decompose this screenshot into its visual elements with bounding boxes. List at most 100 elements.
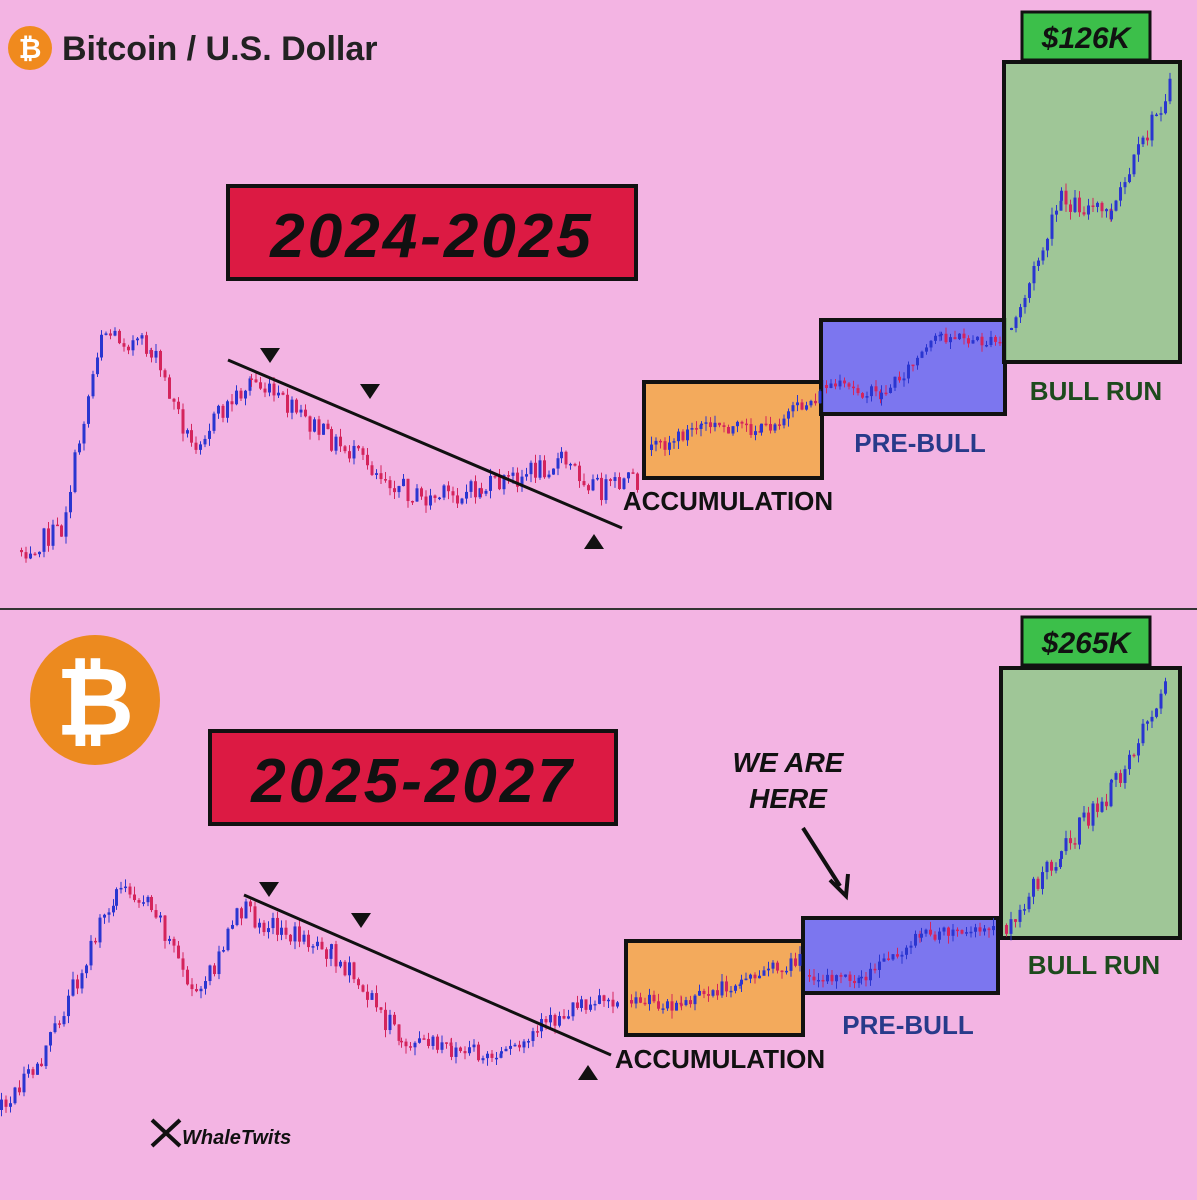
candle: [1050, 214, 1054, 239]
candle: [663, 441, 667, 450]
candle: [636, 473, 639, 490]
candle: [431, 1036, 435, 1046]
candle: [745, 423, 748, 426]
candle: [1091, 803, 1095, 826]
candle: [593, 1003, 597, 1006]
candle: [311, 946, 315, 948]
candle: [891, 954, 895, 960]
candle: [718, 422, 721, 426]
candle: [713, 422, 717, 428]
candle: [445, 1042, 448, 1044]
candle: [411, 501, 414, 503]
period-box: [208, 729, 618, 826]
candle: [42, 528, 46, 552]
candle: [884, 392, 888, 395]
candle: [181, 958, 185, 970]
candle: [929, 929, 932, 935]
candle: [1146, 137, 1149, 141]
candle: [199, 988, 203, 992]
candle: [447, 485, 450, 492]
period-label: 2025-2027: [250, 747, 575, 816]
candle: [1159, 113, 1163, 115]
candle: [122, 343, 126, 347]
candle: [217, 405, 220, 414]
candle: [339, 436, 342, 447]
candle: [627, 472, 630, 479]
candle: [675, 1002, 678, 1011]
trend-line: [227, 358, 623, 530]
candle: [969, 931, 973, 934]
candle: [62, 1016, 66, 1025]
candle: [582, 481, 586, 486]
candle: [648, 994, 651, 1005]
candle: [60, 525, 63, 537]
candle: [787, 411, 790, 419]
candle: [481, 1058, 485, 1061]
candle: [1123, 182, 1127, 188]
candle: [406, 478, 410, 502]
candle: [27, 1069, 30, 1074]
candle: [1014, 317, 1018, 328]
candle: [661, 1008, 665, 1010]
candle: [397, 486, 401, 493]
candle: [290, 399, 294, 413]
candle: [489, 475, 492, 491]
candle: [433, 495, 437, 499]
candle: [107, 912, 111, 915]
candle: [334, 436, 338, 451]
candle: [495, 1057, 498, 1060]
candle: [393, 488, 396, 493]
period-label: 2024-2025: [269, 202, 594, 271]
candle: [738, 984, 742, 986]
candle: [994, 336, 997, 342]
candle: [69, 491, 72, 513]
candle: [240, 908, 243, 919]
candle: [571, 1002, 575, 1017]
candle: [1041, 872, 1044, 889]
candle: [616, 1002, 619, 1007]
candle: [1110, 779, 1113, 783]
candle: [272, 383, 276, 396]
candle: [1164, 101, 1167, 114]
candle: [902, 378, 906, 381]
candle: [989, 336, 993, 345]
candle: [262, 922, 266, 933]
candle: [861, 393, 864, 398]
candle: [693, 995, 697, 1005]
candle: [905, 947, 908, 955]
candle: [613, 477, 617, 481]
candle: [1141, 137, 1145, 145]
candle: [504, 1048, 508, 1052]
candle: [456, 495, 459, 504]
candle: [460, 498, 464, 504]
candle: [366, 991, 369, 1000]
candle: [1164, 681, 1167, 694]
candle: [1100, 801, 1104, 812]
candle: [556, 458, 560, 469]
candle: [564, 451, 568, 465]
candle: [115, 889, 118, 906]
candle: [343, 961, 347, 976]
candle: [978, 927, 982, 932]
candle: [657, 1001, 660, 1009]
candle: [949, 337, 952, 343]
candle: [1128, 754, 1131, 770]
candle: [78, 443, 81, 453]
candle: [29, 553, 32, 559]
candle: [1037, 260, 1040, 266]
candle: [370, 993, 374, 1000]
candle: [172, 398, 176, 402]
candle: [1018, 909, 1022, 922]
candle: [1036, 878, 1040, 889]
candle: [760, 423, 763, 433]
candle: [1010, 327, 1013, 330]
candle: [1119, 187, 1122, 201]
candle: [544, 1019, 548, 1023]
candle: [987, 928, 991, 931]
candle: [71, 979, 75, 996]
candle: [729, 990, 733, 993]
candle: [911, 364, 915, 367]
candle: [379, 1007, 383, 1010]
candle: [0, 1099, 3, 1110]
candle: [690, 428, 694, 430]
